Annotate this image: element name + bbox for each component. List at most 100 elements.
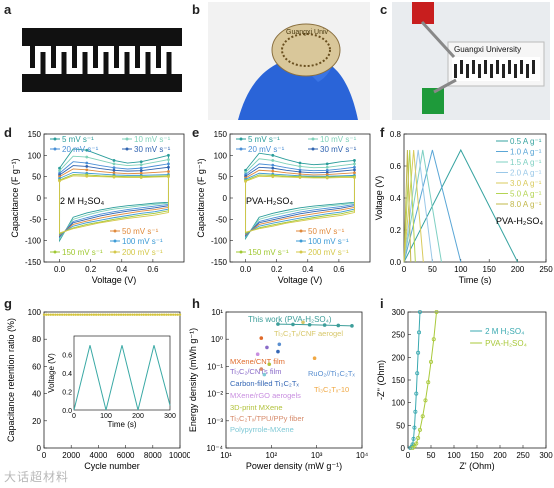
this-work-point xyxy=(322,323,327,327)
gcd-curve xyxy=(403,149,424,263)
reference-label: Ti₃C₂/CNTs film xyxy=(230,367,282,376)
panel-label-g: g xyxy=(4,296,12,311)
retention-point xyxy=(156,313,159,316)
y-tick-label: 0 xyxy=(37,444,42,453)
reference-label: Polypyrrole-MXene xyxy=(230,425,294,434)
cv-point xyxy=(298,168,302,172)
cv-point xyxy=(167,158,170,161)
cv-point xyxy=(353,162,356,166)
legend-entry: 2.0 A g⁻¹ xyxy=(510,169,542,178)
x-tick-label: 10³ xyxy=(311,451,323,460)
gcd-curve xyxy=(403,149,416,263)
reference-label: Ti₃C₂Tₓ/CNF aerogel xyxy=(274,329,343,338)
cv-point xyxy=(244,168,247,172)
y-tick-label: 0 xyxy=(401,444,406,453)
chart-annotation: PVA-H₂SO₄ xyxy=(496,216,543,226)
cv-point xyxy=(139,169,143,173)
cv-point xyxy=(85,161,89,165)
x-axis-label: Power density (mW g⁻¹) xyxy=(246,461,342,471)
inset-y-tick: 0.4 xyxy=(62,371,72,378)
x-tick-label: 250 xyxy=(516,451,530,460)
cv-point xyxy=(325,171,329,174)
retention-point xyxy=(97,313,100,316)
x-tick-label: 10¹ xyxy=(220,451,232,460)
panel-label-d: d xyxy=(4,125,12,140)
retention-point xyxy=(174,313,177,316)
cv-point xyxy=(325,168,329,172)
inset-y-label: Voltage (V) xyxy=(47,353,56,393)
cv-point xyxy=(167,153,170,157)
x-tick-label: 200 xyxy=(511,265,525,274)
cv-point xyxy=(271,169,275,173)
x-axis-label: Voltage (V) xyxy=(92,275,137,285)
retention-point xyxy=(172,313,175,316)
y-tick-label: 0 xyxy=(223,194,228,203)
reference-label: RuO₂//Ti₃C₂Tₓ xyxy=(308,369,355,378)
cv-point xyxy=(112,159,116,162)
retention-point xyxy=(47,313,50,316)
nyquist-point xyxy=(414,391,419,396)
y-tick-label: 0.2 xyxy=(390,226,402,235)
retention-point xyxy=(65,313,68,316)
cv-point xyxy=(85,168,89,172)
reference-label: MXene/rGO aerogels xyxy=(230,391,301,400)
x-axis-label: Voltage (V) xyxy=(278,275,323,285)
cv-point xyxy=(271,166,275,170)
panel-label-a: a xyxy=(4,2,12,17)
x-tick-label: 0 xyxy=(42,451,47,460)
y-axis-label: Capacitance retention ratio (%) xyxy=(6,318,16,442)
this-work-point xyxy=(291,322,295,327)
cv-point xyxy=(139,163,143,167)
nyquist-point xyxy=(415,371,420,376)
reference-point xyxy=(255,352,260,357)
retention-point xyxy=(122,313,125,316)
nyquist-point xyxy=(413,409,418,414)
cv-point xyxy=(112,166,116,170)
legend-entry: 1.0 A g⁻¹ xyxy=(510,148,542,157)
y-tick-label: 100 xyxy=(28,151,42,160)
y-tick-label: 20 xyxy=(32,417,41,426)
y-axis-label: Capacitance (F g⁻¹) xyxy=(10,158,20,237)
interdigitated-electrode-pattern xyxy=(22,24,182,96)
retention-point xyxy=(142,313,145,316)
nyquist-point xyxy=(429,359,434,364)
x-tick-label: 50 xyxy=(428,265,437,274)
y-tick-label: 100 xyxy=(214,151,228,160)
cv-point xyxy=(353,176,356,179)
nyquist-point xyxy=(434,309,439,314)
inset-y-tick: 0.6 xyxy=(62,353,72,360)
y-tick-label: -150 xyxy=(25,258,42,267)
retention-point xyxy=(176,313,179,316)
cv-point xyxy=(139,166,143,170)
retention-point xyxy=(115,313,118,316)
retention-point xyxy=(140,313,143,316)
y-tick-label: 0.4 xyxy=(390,194,402,203)
y-tick-label: 10¹ xyxy=(211,308,223,317)
cv-point xyxy=(58,169,61,173)
y-tick-label: 150 xyxy=(214,130,228,139)
inset-x-label: Time (s) xyxy=(107,420,136,429)
legend-entry: 20 mV s⁻¹ xyxy=(248,145,285,154)
y-axis-label: Voltage (V) xyxy=(374,176,384,221)
cv-point xyxy=(353,168,356,172)
legend-entry: 50 mV s⁻¹ xyxy=(308,227,345,236)
cv-point xyxy=(112,162,116,166)
retention-point xyxy=(63,313,66,316)
retention-point xyxy=(101,313,105,316)
legend-entry: 3.0 A g⁻¹ xyxy=(510,179,542,188)
gcd-curve xyxy=(403,149,433,263)
cv-point xyxy=(271,175,275,179)
reference-point xyxy=(301,320,305,325)
retention-point xyxy=(54,313,57,316)
cv-point xyxy=(298,161,302,165)
retention-point xyxy=(94,313,98,316)
retention-point xyxy=(169,313,173,316)
reference-point xyxy=(312,356,317,361)
retention-point xyxy=(99,313,102,316)
inset-y-tick: 0.2 xyxy=(62,390,72,397)
cv-point xyxy=(85,174,89,178)
nyquist-point xyxy=(417,330,422,335)
retention-point xyxy=(81,313,84,316)
reference-point xyxy=(277,342,282,347)
x-axis-label: Cycle number xyxy=(84,461,140,471)
